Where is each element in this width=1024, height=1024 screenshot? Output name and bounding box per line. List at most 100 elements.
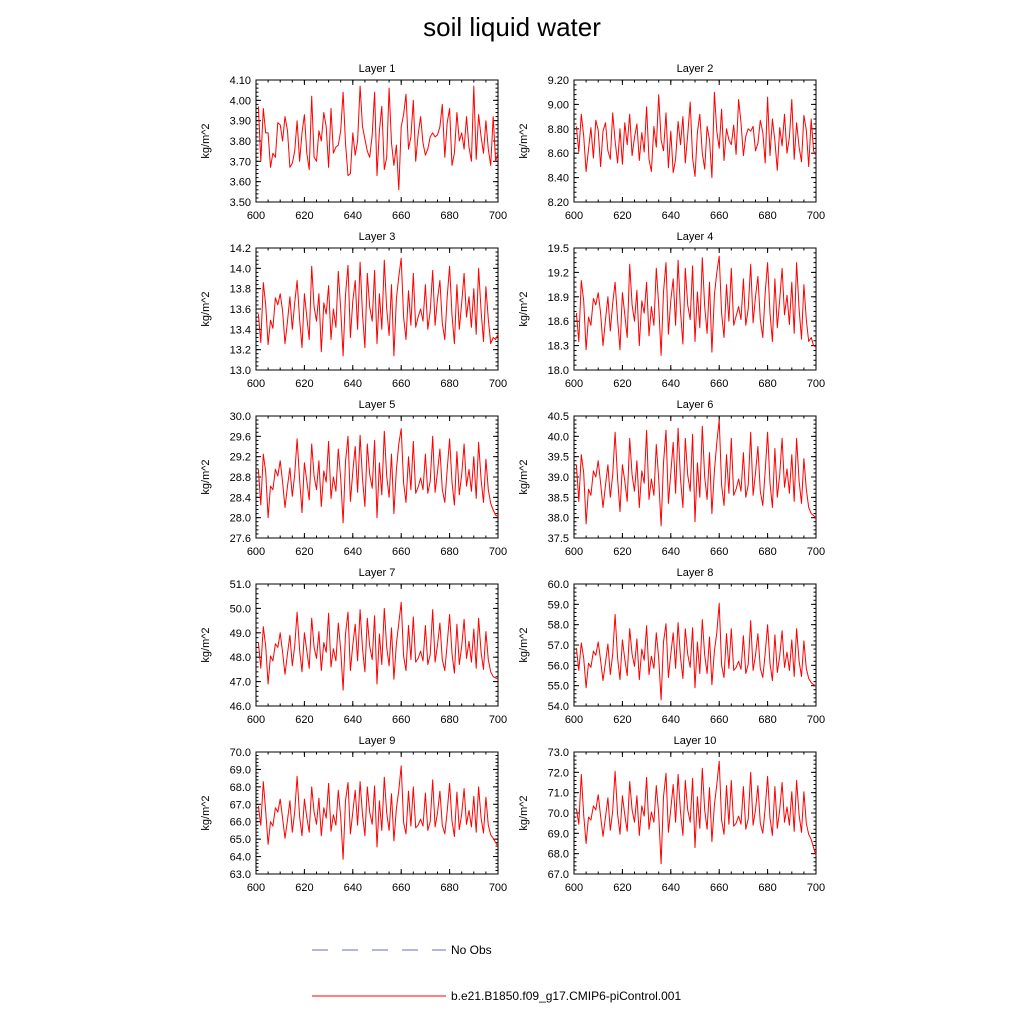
chart-panel-2: Layer 2 kg/m^2 8.20 8.40 8.60 8.80 9.00 9.20 600… <box>518 63 825 222</box>
y-tick-label: 51.0 <box>230 579 251 591</box>
y-tick-label: 28.4 <box>230 492 251 504</box>
x-tick-label: 600 <box>247 546 265 558</box>
y-axis-label: kg/m^2 <box>518 795 530 830</box>
series-line <box>257 85 499 191</box>
y-tick-label: 8.40 <box>548 173 569 185</box>
y-axis-label: kg/m^2 <box>518 459 530 494</box>
y-axis-label: kg/m^2 <box>200 123 212 158</box>
x-tick-label: 600 <box>565 210 583 222</box>
chart-panel-4: Layer 4 kg/m^2 18.0 18.3 18.6 18.9 19.2 19.5 600… <box>518 231 825 390</box>
y-tick-label: 8.20 <box>548 197 569 209</box>
y-tick-label: 18.3 <box>548 341 569 353</box>
y-tick-label: 3.90 <box>230 116 251 128</box>
series-line <box>257 765 499 860</box>
y-tick-label: 54.0 <box>548 701 569 713</box>
y-tick-label: 67.0 <box>230 799 251 811</box>
chart-panel-1: Layer 1 kg/m^2 3.50 3.60 3.70 3.80 3.90 4.00 4.1… <box>200 63 507 222</box>
y-tick-label: 4.00 <box>230 95 251 107</box>
x-tick-label: 600 <box>565 378 583 390</box>
y-tick-label: 70.0 <box>230 747 251 759</box>
y-tick-label: 63.0 <box>230 869 251 881</box>
y-tick-label: 68.0 <box>230 782 251 794</box>
x-tick-label: 620 <box>613 210 631 222</box>
y-tick-label: 29.6 <box>230 431 251 443</box>
y-axis-label: kg/m^2 <box>518 123 530 158</box>
y-tick-label: 70.0 <box>548 808 569 820</box>
x-tick-label: 640 <box>344 546 362 558</box>
x-tick-label: 600 <box>565 882 583 894</box>
y-axis-label: kg/m^2 <box>518 291 530 326</box>
chart-title: Layer 3 <box>359 231 396 243</box>
y-tick-label: 18.0 <box>548 365 569 377</box>
chart-panel-6: Layer 6 kg/m^2 37.5 38.0 38.5 39.0 39.5 40.0 40.… <box>518 399 825 558</box>
x-tick-label: 700 <box>489 546 507 558</box>
y-tick-label: 30.0 <box>230 411 251 423</box>
x-tick-label: 660 <box>710 882 728 894</box>
y-tick-label: 18.9 <box>548 292 569 304</box>
x-tick-label: 660 <box>392 882 410 894</box>
legend-label-1: No Obs <box>451 943 492 957</box>
x-tick-label: 680 <box>440 546 458 558</box>
y-tick-label: 64.0 <box>230 852 251 864</box>
y-tick-label: 50.0 <box>230 603 251 615</box>
x-tick-label: 680 <box>758 546 776 558</box>
chart-title: Layer 1 <box>359 63 396 75</box>
x-tick-label: 620 <box>613 378 631 390</box>
y-tick-label: 3.80 <box>230 136 251 148</box>
x-tick-label: 660 <box>710 378 728 390</box>
y-axis-label: kg/m^2 <box>518 627 530 662</box>
y-tick-label: 29.2 <box>230 452 251 464</box>
x-tick-label: 680 <box>440 378 458 390</box>
y-tick-label: 38.0 <box>548 513 569 525</box>
x-tick-label: 620 <box>295 210 313 222</box>
x-tick-label: 640 <box>344 882 362 894</box>
x-tick-label: 620 <box>613 546 631 558</box>
y-tick-label: 9.20 <box>548 75 569 87</box>
chart-title: Layer 2 <box>677 63 714 75</box>
y-tick-label: 39.5 <box>548 452 569 464</box>
y-tick-label: 19.5 <box>548 243 569 255</box>
y-tick-label: 72.0 <box>548 767 569 779</box>
x-tick-label: 600 <box>247 378 265 390</box>
y-tick-label: 13.8 <box>230 284 251 296</box>
y-tick-label: 40.0 <box>548 431 569 443</box>
y-tick-label: 58.0 <box>548 620 569 632</box>
x-tick-label: 700 <box>807 210 825 222</box>
x-tick-label: 680 <box>440 882 458 894</box>
y-tick-label: 9.00 <box>548 99 569 111</box>
chart-panel-10: Layer 10 kg/m^2 67.0 68.0 69.0 70.0 71.0 72.0 73… <box>518 735 825 894</box>
chart-title: Layer 9 <box>359 735 396 747</box>
x-tick-label: 620 <box>613 882 631 894</box>
y-tick-label: 47.0 <box>230 677 251 689</box>
y-tick-label: 14.2 <box>230 243 251 255</box>
x-tick-label: 640 <box>662 378 680 390</box>
x-tick-label: 640 <box>662 882 680 894</box>
y-tick-label: 4.10 <box>230 75 251 87</box>
y-tick-label: 59.0 <box>548 599 569 611</box>
y-axis-label: kg/m^2 <box>200 291 212 326</box>
chart-title: Layer 7 <box>359 567 396 579</box>
y-tick-label: 13.2 <box>230 345 251 357</box>
y-tick-label: 55.0 <box>548 681 569 693</box>
x-tick-label: 620 <box>295 378 313 390</box>
x-tick-label: 660 <box>710 210 728 222</box>
chart-panel-9: Layer 9 kg/m^2 63.0 64.0 65.0 66.0 67.0 68.0 69.… <box>200 735 507 894</box>
series-line <box>575 602 817 701</box>
x-tick-label: 680 <box>440 714 458 726</box>
x-tick-label: 600 <box>247 714 265 726</box>
chart-title: Layer 6 <box>677 399 714 411</box>
x-tick-label: 700 <box>489 714 507 726</box>
chart-title: Layer 5 <box>359 399 396 411</box>
y-tick-label: 67.0 <box>548 869 569 881</box>
y-tick-label: 3.60 <box>230 177 251 189</box>
chart-title: Layer 10 <box>674 735 717 747</box>
y-axis-label: kg/m^2 <box>200 459 212 494</box>
y-tick-label: 73.0 <box>548 747 569 759</box>
y-tick-label: 13.0 <box>230 365 251 377</box>
x-tick-label: 620 <box>295 882 313 894</box>
x-tick-label: 660 <box>710 546 728 558</box>
y-tick-label: 28.0 <box>230 513 251 525</box>
x-tick-label: 620 <box>613 714 631 726</box>
x-tick-label: 660 <box>392 546 410 558</box>
y-tick-label: 48.0 <box>230 652 251 664</box>
